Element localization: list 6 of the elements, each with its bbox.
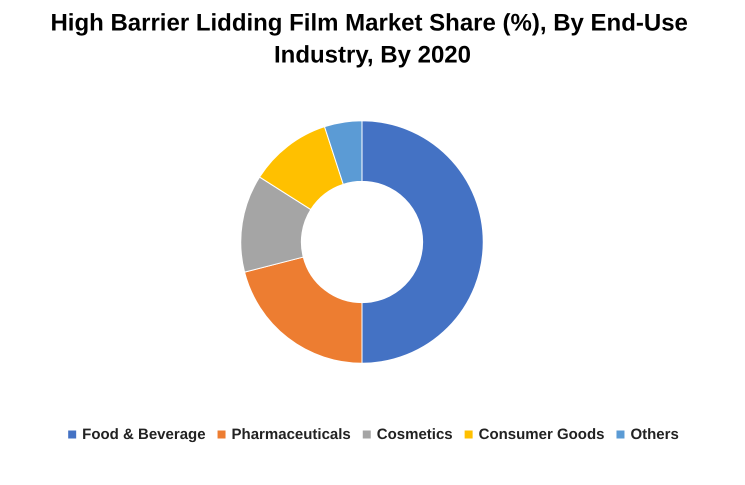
legend-label: Cosmetics: [376, 426, 453, 443]
chart-title: High Barrier Lidding Film Market Share (%), By End-Use Industry, By 2020: [50, 10, 695, 68]
legend-label: Food & Beverage: [82, 426, 206, 443]
legend-label: Others: [630, 426, 679, 443]
legend-label: Pharmaceuticals: [232, 426, 351, 443]
legend-label: Consumer Goods: [478, 426, 604, 443]
